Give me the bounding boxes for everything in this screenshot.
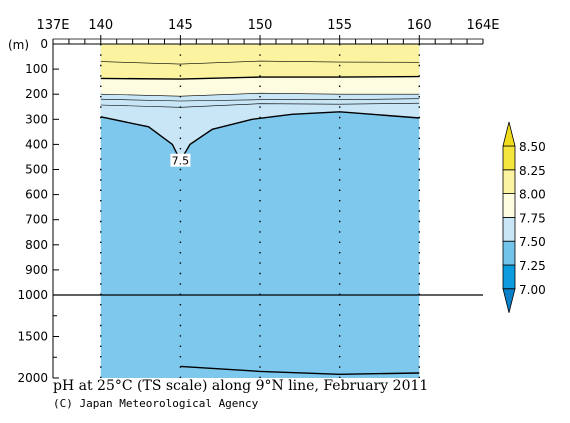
colorbar-segment	[502, 169, 516, 195]
x-tick-label: 160	[407, 18, 432, 33]
y-axis-ticks: 0 100 200 300 400 500 600 700 800 900 1000 1500 2000	[17, 37, 59, 385]
y-tick-label: 100	[25, 62, 48, 76]
y-tick-label: 500	[25, 163, 48, 177]
axes	[52, 43, 483, 378]
colorbar-arrow-low	[502, 288, 516, 313]
colorbar-segment	[502, 216, 516, 242]
credit-text: (C) Japan Meteorological Agency	[53, 397, 259, 410]
station-lines	[100, 44, 420, 378]
x-tick-label: 140	[88, 18, 113, 33]
colorbar-label: 8.50	[519, 140, 546, 154]
contour-line	[100, 75, 420, 80]
contour-lines	[100, 60, 420, 376]
y-tick-label: 200	[25, 87, 48, 101]
contour-line	[100, 111, 420, 163]
colorbar-label: 7.00	[519, 283, 546, 297]
x-tick-label: 155	[327, 18, 352, 33]
band-mid	[100, 93, 420, 161]
y-tick-label: 600	[25, 188, 48, 202]
contour-line	[100, 92, 420, 97]
y-tick-label: 800	[25, 238, 48, 252]
y-tick-label: 1500	[17, 330, 48, 344]
colorbar-label: 7.75	[519, 211, 546, 225]
colorbar-label: 7.25	[519, 259, 546, 273]
colorbar-segment	[502, 240, 516, 266]
y-tick-label: 0	[40, 37, 48, 51]
colorbar-label: 8.00	[519, 188, 546, 202]
colorbar-segment	[502, 145, 516, 171]
contour-line	[180, 365, 420, 376]
x-tick-label: 145	[168, 18, 193, 33]
colorbar-arrow-high	[502, 121, 516, 147]
y-tick-label: 700	[25, 213, 48, 227]
x-tick-label: 164E	[466, 18, 499, 33]
colorbar-label: 8.25	[519, 164, 546, 178]
contour-line	[100, 98, 420, 102]
y-tick-label: 900	[25, 263, 48, 277]
colorbar-label: 7.50	[519, 235, 546, 249]
x-tick-label: 137E	[36, 18, 69, 33]
contour-line	[100, 102, 420, 108]
y-tick-label: 300	[25, 112, 48, 126]
chart-title: pH at 25°C (TS scale) along 9°N line, Fe…	[53, 378, 429, 394]
contour-label-group: 7.5	[170, 153, 191, 168]
x-tick-label: 150	[248, 18, 273, 33]
y-axis-unit-label: (m)	[8, 38, 29, 52]
y-tick-label: 2000	[17, 371, 48, 385]
colorbar: 7.00 7.25 7.50 7.75 8.00 8.25 8.50	[502, 121, 546, 313]
contour-label-background	[170, 153, 191, 167]
y-tick-label: 400	[25, 137, 48, 151]
colorbar-segment	[502, 193, 516, 218]
colorbar-segment	[502, 264, 516, 290]
x-axis-ticks: 137E 140 145 150 155 160 164E	[36, 18, 500, 44]
band-surface	[100, 44, 420, 80]
y-tick-label: 1000	[17, 288, 48, 302]
contour-line	[100, 60, 420, 65]
contour-label: 7.5	[172, 155, 190, 168]
